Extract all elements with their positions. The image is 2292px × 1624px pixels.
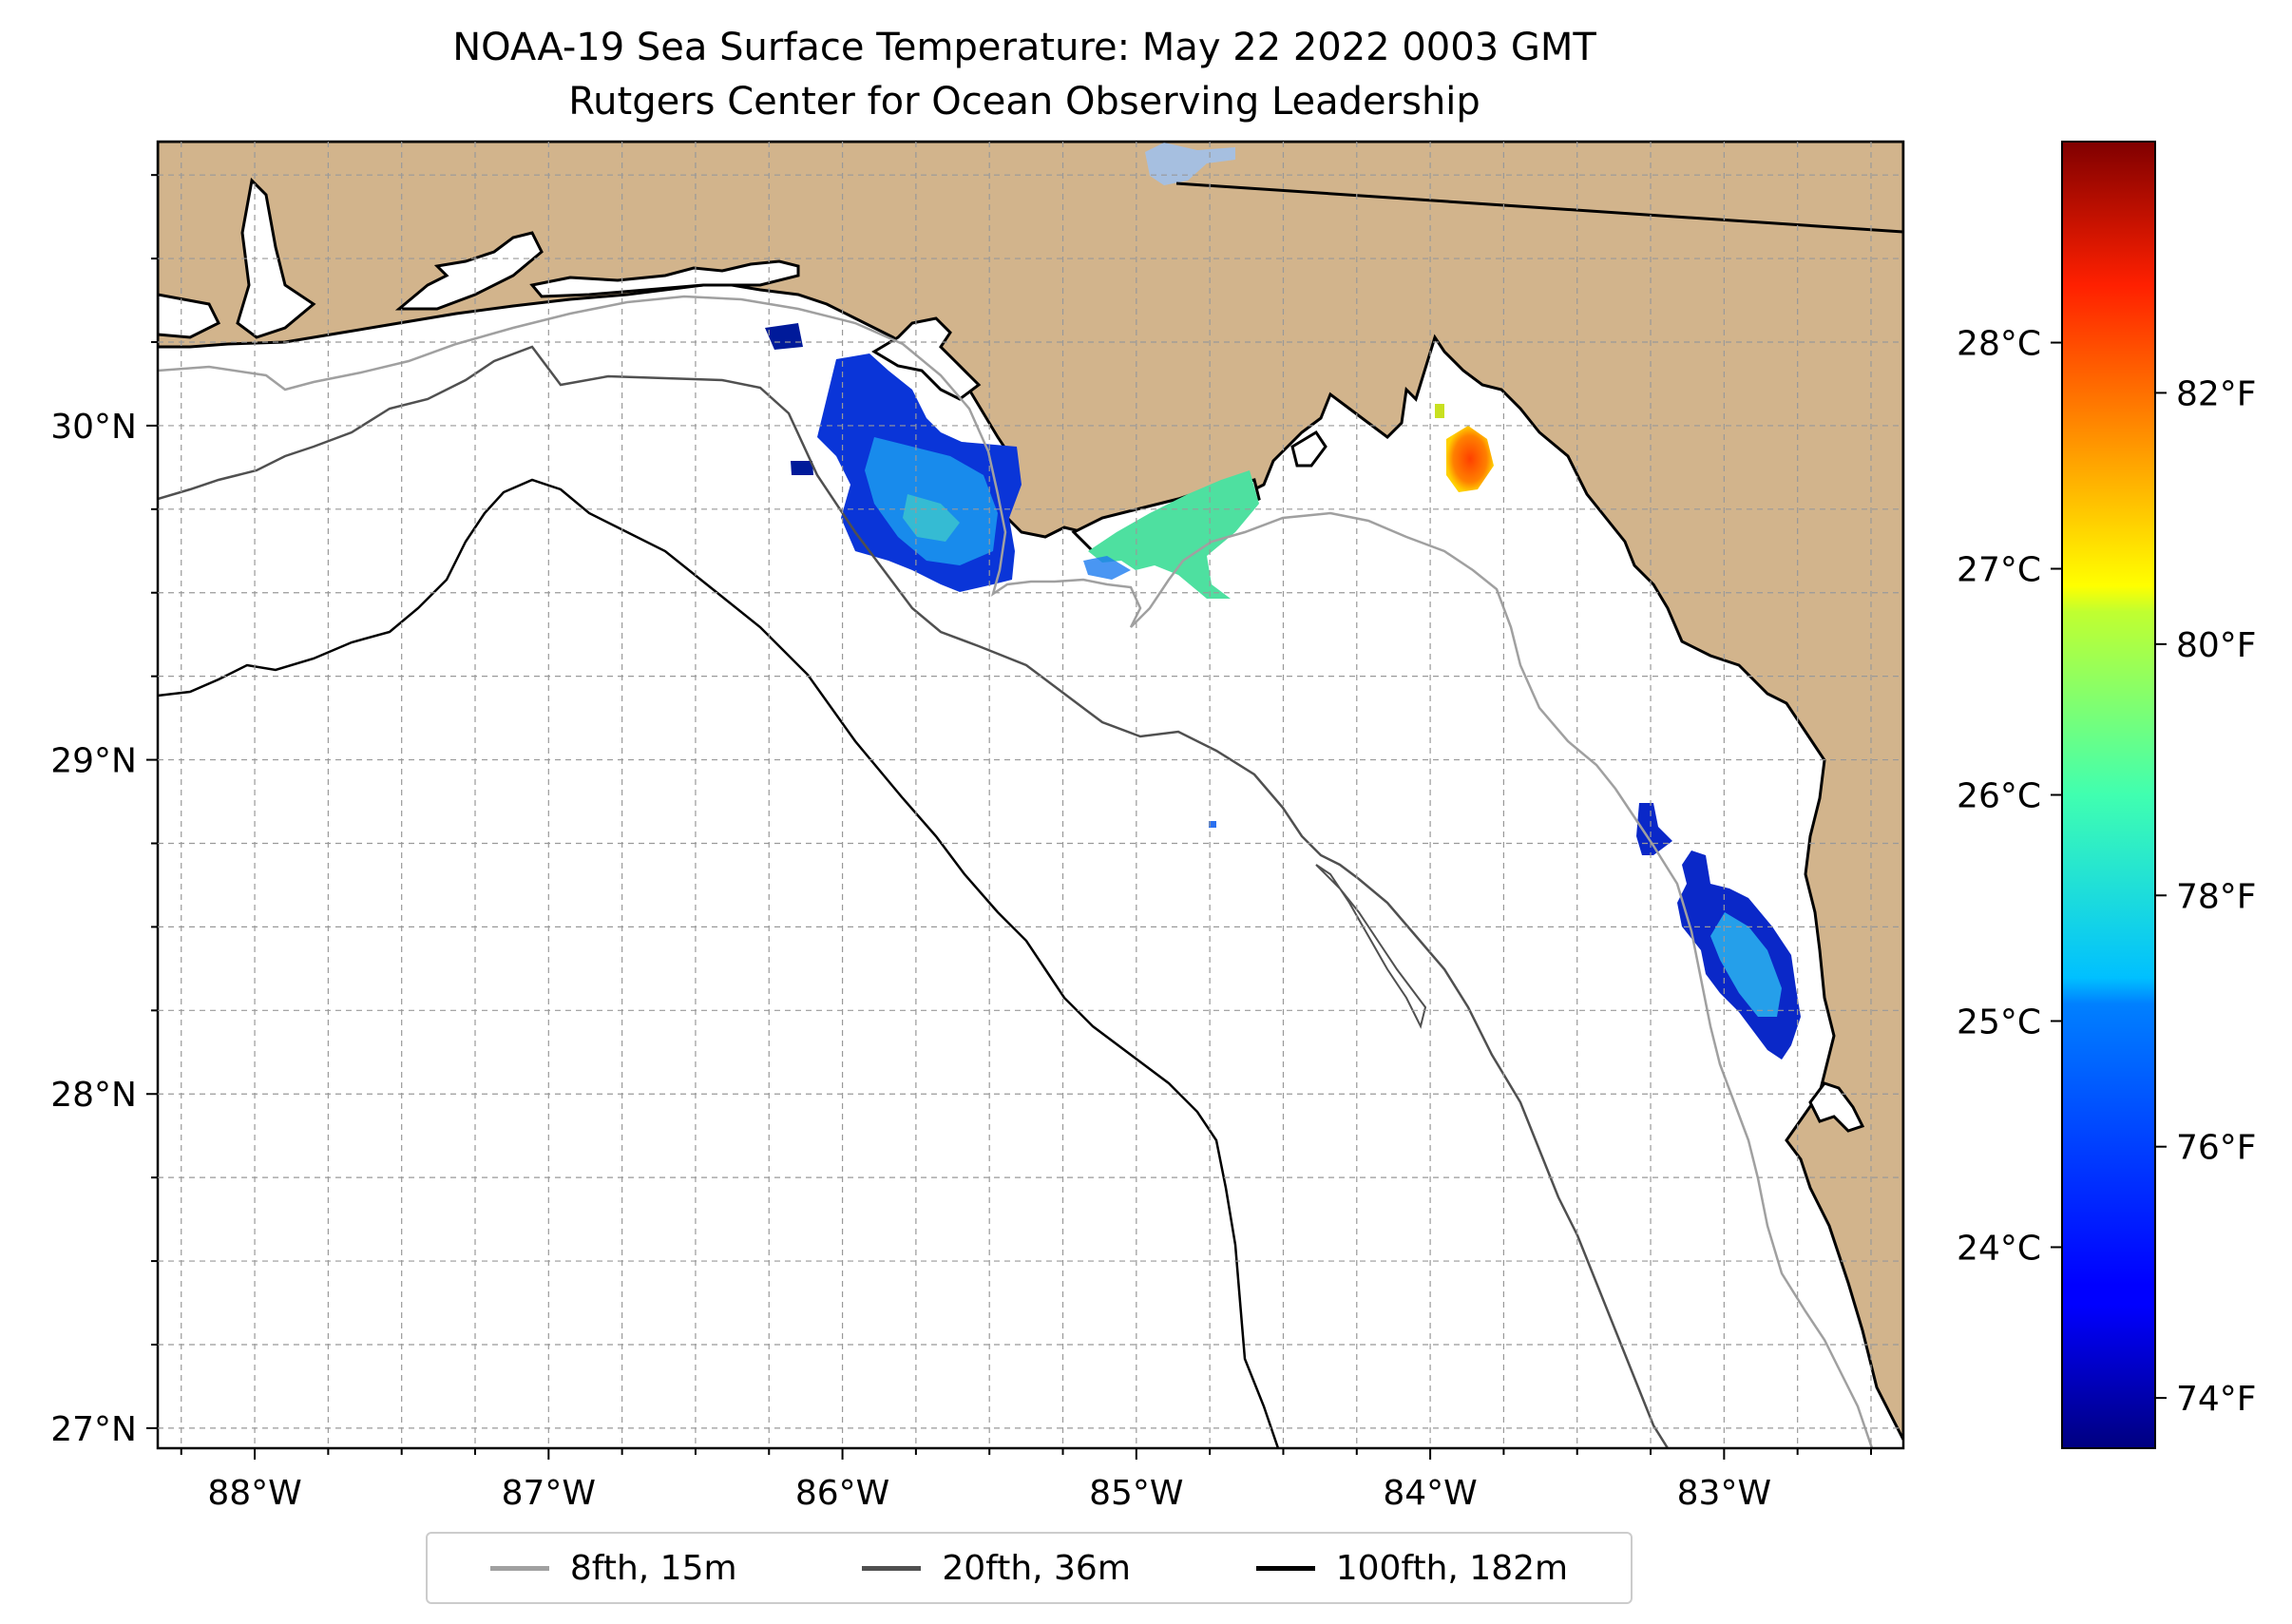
colorbar-celsius-label: 25°C [1957, 1003, 2041, 1041]
legend-swatch-100fth [1255, 1565, 1315, 1571]
colorbar-fahrenheit-label: 76°F [2176, 1129, 2257, 1168]
lake [1145, 143, 1235, 185]
lon-tick-label: 88°W [207, 1474, 301, 1513]
sst-patch-warm [1446, 426, 1494, 492]
colorbar-fahrenheit-axis: 74°F 76°F 78°F 80°F 82°F [2155, 374, 2257, 1419]
colorbar-fahrenheit-label: 74°F [2176, 1380, 2257, 1419]
isobath-legend: 8fth, 15m 20fth, 36m 100fth, 182m [426, 1532, 1633, 1604]
ochlockonee-bay [1290, 430, 1327, 468]
colorbar-celsius-axis: 24°C 25°C 26°C 27°C 28°C [1957, 325, 2062, 1268]
legend-item-20fth: 20fth, 36m [862, 1549, 1131, 1588]
sst-patch-cedarkey [1636, 803, 1672, 855]
map-frame [156, 140, 1905, 1450]
reef-outline [1315, 864, 1427, 1029]
sst-patch-small2 [791, 461, 813, 475]
colorbar-celsius-label: 24°C [1957, 1229, 2041, 1268]
lon-tick-label: 83°W [1677, 1474, 1771, 1513]
gridlines [158, 142, 1903, 1448]
colorbar-fahrenheit-label: 78°F [2176, 877, 2257, 916]
legend-swatch-20fth [862, 1565, 922, 1571]
lat-tick-label: 30°N [50, 408, 137, 447]
sst-patch-small [765, 323, 803, 350]
colorbar-celsius-label: 28°C [1957, 325, 2041, 364]
legend-item-8fth: 8fth, 15m [489, 1548, 737, 1588]
isobath-100fth [158, 478, 1280, 1448]
legend-item-100fth: 100fth, 182m [1255, 1548, 1569, 1588]
lat-tick-label: 28°N [50, 1076, 137, 1115]
lon-tick-label: 84°W [1383, 1474, 1477, 1513]
isobath-20fth [158, 345, 1670, 1448]
sst-patch-panhandle-warm [903, 494, 960, 542]
colorbar-fahrenheit-label: 80°F [2176, 626, 2257, 665]
legend-swatch-8fth [489, 1565, 549, 1571]
sst-data [765, 323, 1801, 1060]
land-mass [158, 142, 1903, 1441]
lat-tick-label: 29°N [50, 742, 137, 781]
colorbar-celsius-label: 26°C [1957, 777, 2041, 816]
lon-axis: 88°W 87°W 86°W 85°W 84°W 83°W [180, 1448, 1872, 1513]
sst-patch-stjoe [1088, 470, 1259, 599]
lon-tick-label: 85°W [1089, 1474, 1183, 1513]
colorbar-fahrenheit-label: 82°F [2176, 374, 2257, 413]
legend-label-100fth: 100fth, 182m [1335, 1548, 1569, 1588]
sst-patch-dot [1209, 821, 1216, 828]
pensacola-bay [394, 231, 544, 311]
lon-tick-label: 86°W [795, 1474, 889, 1513]
legend-label-8fth: 8fth, 15m [569, 1548, 737, 1588]
sst-patch-stjoe-blue [1083, 556, 1131, 580]
state-boundary [1175, 182, 1903, 234]
mobile-bay [158, 293, 221, 339]
isobath-8fth [158, 295, 1874, 1448]
legend-label-20fth: 20fth, 36m [942, 1548, 1131, 1588]
choctawhatchee-bay [529, 259, 800, 298]
colorbar [2061, 141, 2156, 1449]
lon-tick-label: 87°W [502, 1474, 596, 1513]
lat-tick-label: 27°N [50, 1410, 137, 1449]
lat-axis: 30°N 29°N 28°N 27°N [50, 174, 158, 1449]
tampa-bay [1808, 1081, 1865, 1133]
map-area [158, 142, 1903, 1448]
colorbar-celsius-label: 27°C [1957, 551, 2041, 590]
chart-title-line2: Rutgers Center for Ocean Observing Leade… [568, 80, 1480, 124]
chart-title-line1: NOAA-19 Sea Surface Temperature: May 22 … [452, 26, 1596, 69]
sst-patch-tampa-core [1710, 912, 1782, 1017]
sst-patch-spot [1435, 404, 1444, 418]
